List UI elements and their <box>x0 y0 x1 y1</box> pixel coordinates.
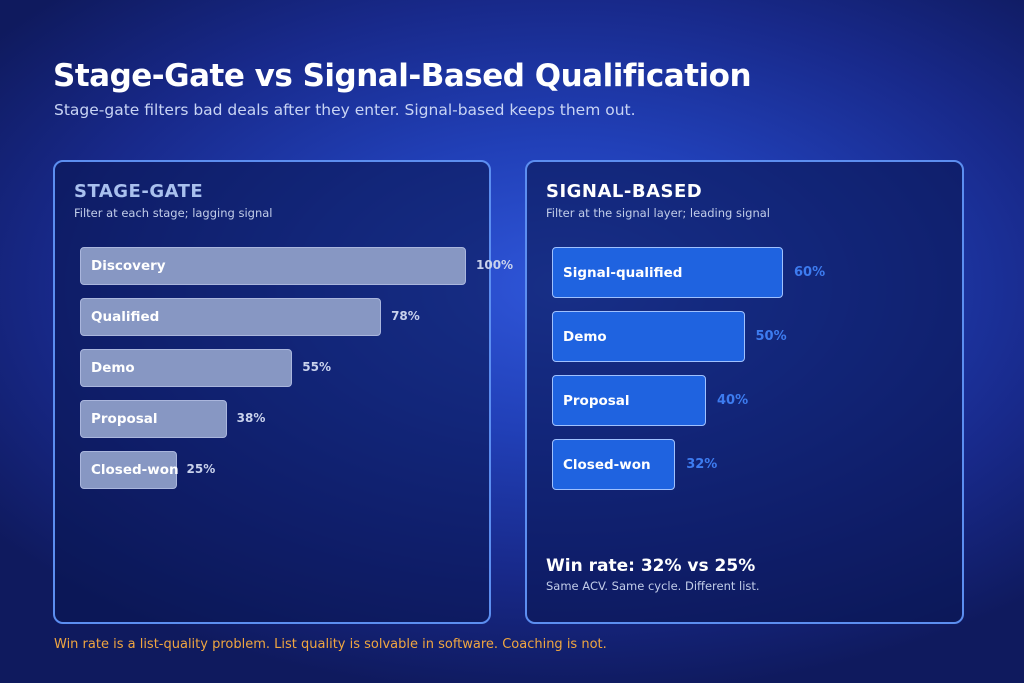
signal-based-value-label-closed-won: 32% <box>686 456 718 472</box>
stage-gate-bar-qualified: Qualified <box>80 298 382 336</box>
signal-based-heading: SIGNAL-BASED <box>546 181 703 202</box>
win-rate-headline: Win rate: 32% vs 25% <box>546 556 756 576</box>
stage-gate-bar-proposal: Proposal <box>80 400 227 438</box>
signal-based-value-label-signal-qualified: 60% <box>794 264 826 280</box>
stage-gate-value-label-demo: 55% <box>302 360 332 374</box>
stage-gate-bar-closed-won: Closed-won <box>80 451 179 489</box>
stage-gate-panel: STAGE-GATE Filter at each stage; lagging… <box>53 160 513 624</box>
signal-based-description: Filter at the signal layer; leading sign… <box>546 206 771 220</box>
signal-based-bar-closed-won: Closed-won <box>552 439 676 490</box>
signal-based-value-label-proposal: 40% <box>717 392 749 408</box>
signal-based-value-label-demo: 50% <box>755 328 787 344</box>
stage-gate-description: Filter at each stage; lagging signal <box>74 206 273 220</box>
signal-based-bar-signal-qualified: Signal-qualified <box>552 247 783 298</box>
footnote: Win rate is a list-quality problem. List… <box>54 637 607 652</box>
signal-based-panel: SIGNAL-BASED Filter at the signal layer;… <box>525 160 964 624</box>
stage-gate-bar-demo: Demo <box>80 349 293 387</box>
win-rate-detail: Same ACV. Same cycle. Different list. <box>546 579 760 593</box>
page-subtitle: Stage-gate filters bad deals after they … <box>54 101 636 119</box>
stage-gate-value-label-proposal: 38% <box>236 411 266 425</box>
stage-gate-value-label-closed-won: 25% <box>186 462 216 476</box>
stage-gate-value-label-discovery: 100% <box>476 258 514 272</box>
page-title: Stage-Gate vs Signal-Based Qualification <box>53 58 752 94</box>
signal-based-bar-proposal: Proposal <box>552 375 706 426</box>
signal-based-bar-demo: Demo <box>552 311 745 362</box>
stage-gate-bar-discovery: Discovery <box>80 247 466 285</box>
stage-gate-value-label-qualified: 78% <box>391 309 420 323</box>
stage-gate-heading: STAGE-GATE <box>74 181 204 202</box>
